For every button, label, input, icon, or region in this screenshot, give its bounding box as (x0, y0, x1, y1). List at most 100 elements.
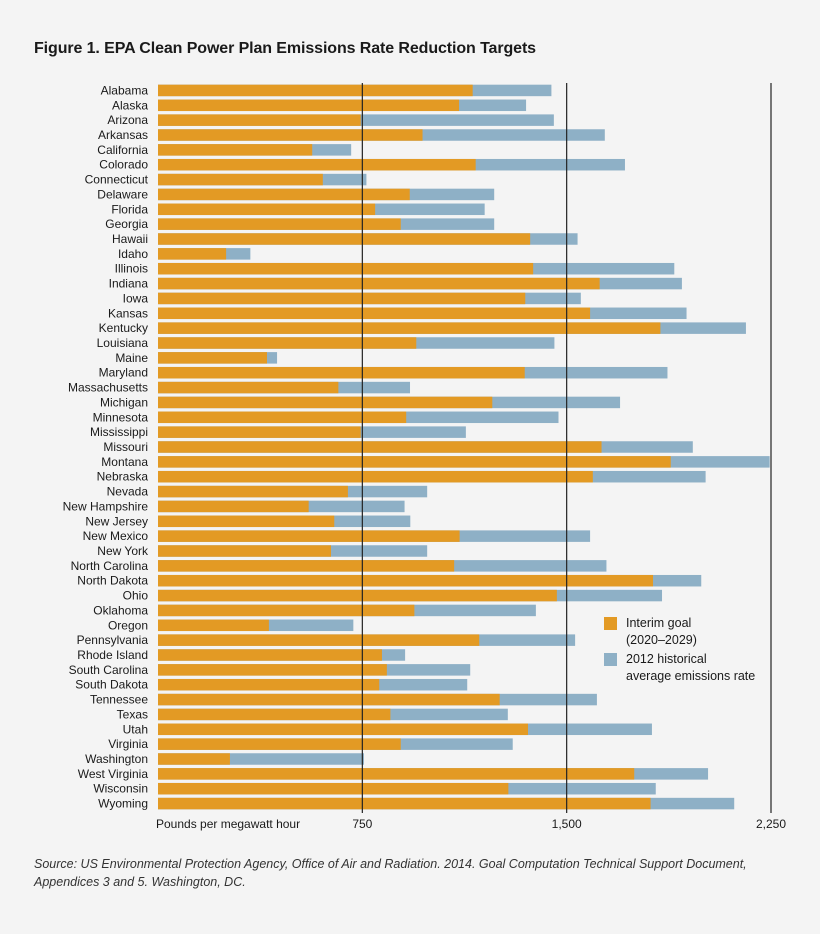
category-label: New Mexico (83, 529, 149, 543)
category-label: Florida (111, 202, 148, 216)
bar-interim (158, 530, 460, 542)
category-label: Louisiana (97, 336, 149, 350)
category-label: Connecticut (85, 173, 149, 187)
bar-interim (158, 411, 407, 424)
bar-interim (158, 664, 387, 676)
bar-interim (158, 441, 602, 453)
category-label: Colorado (99, 158, 148, 172)
bar-interim (158, 99, 460, 112)
bar-interim (158, 678, 380, 691)
bar-interim (158, 723, 528, 736)
category-label: Delaware (97, 187, 148, 201)
bar-interim (158, 144, 313, 156)
bar-interim (158, 574, 654, 587)
category-label: Texas (117, 707, 148, 721)
category-label: Alaska (112, 98, 148, 112)
legend-swatch-historical (604, 653, 617, 666)
category-label: Rhode Island (77, 648, 148, 662)
category-label: Alabama (101, 83, 149, 97)
bar-interim (158, 456, 671, 468)
x-tick-label: 1,500 (552, 817, 582, 831)
bar-chart: AlabamaAlaskaArizonaArkansasCaliforniaCo… (63, 83, 786, 831)
category-label: Nevada (107, 485, 149, 499)
legend-label-interim: Interim goal (2020–2029) (626, 616, 697, 647)
bar-interim (158, 604, 415, 617)
bar-interim (158, 114, 361, 126)
bar-interim (158, 560, 455, 572)
category-label: Kentucky (99, 321, 148, 335)
bar-interim (158, 262, 534, 275)
bar-interim (158, 322, 661, 334)
category-label: Wyoming (98, 797, 148, 811)
category-label: California (97, 143, 148, 157)
category-label: New Hampshire (63, 499, 149, 513)
category-label: Nebraska (97, 470, 149, 484)
category-label: Iowa (123, 291, 149, 305)
category-label: Pennsylvania (77, 633, 149, 647)
category-label: Michigan (100, 395, 148, 409)
category-label: New Jersey (85, 514, 148, 528)
category-label: Arizona (107, 113, 148, 127)
bar-interim (158, 768, 635, 780)
category-label: Washington (85, 752, 148, 766)
bar-interim (158, 738, 401, 750)
bar-interim (158, 366, 525, 379)
category-label: Missouri (103, 440, 148, 454)
bar-interim (158, 188, 410, 201)
category-label: New York (97, 544, 149, 558)
bar-historical (158, 753, 364, 765)
legend: Interim goal (2020–2029) 2012 historical… (604, 615, 755, 687)
legend-item-interim: Interim goal (2020–2029) (604, 615, 755, 649)
bar-interim (158, 292, 526, 305)
bar-interim (158, 708, 391, 721)
category-label: Maine (115, 351, 148, 365)
x-axis-label: Pounds per megawatt hour (156, 817, 300, 831)
bar-interim (158, 470, 593, 483)
category-label: North Dakota (77, 574, 148, 588)
category-label: Kansas (108, 306, 148, 320)
category-label: Wisconsin (93, 782, 148, 796)
bar-interim (158, 515, 335, 528)
category-label: Oklahoma (93, 603, 148, 617)
chart-title: Figure 1. EPA Clean Power Plan Emissions… (34, 40, 536, 57)
category-label: Ohio (123, 589, 149, 603)
bar-interim (158, 426, 361, 438)
bar-interim (158, 248, 227, 260)
bar-interim (158, 693, 500, 706)
category-label: Hawaii (112, 232, 148, 246)
category-label: Georgia (105, 217, 148, 231)
x-tick-label: 750 (352, 817, 372, 831)
category-label: Tennessee (90, 693, 148, 707)
legend-item-historical: 2012 historical average emissions rate (604, 651, 755, 685)
bar-interim (158, 158, 476, 171)
category-label: Arkansas (98, 128, 148, 142)
bar-interim (158, 485, 348, 498)
bar-interim (158, 649, 382, 661)
category-label: Massachusetts (68, 381, 148, 395)
category-label: North Carolina (71, 559, 149, 573)
bar-interim (158, 233, 531, 245)
bar-interim (158, 753, 230, 765)
source-note: Source: US Environmental Protection Agen… (34, 857, 747, 889)
x-tick-label: 2,250 (756, 817, 786, 831)
bar-interim (158, 218, 401, 230)
bar-interim (158, 129, 423, 141)
bar-interim (158, 634, 480, 646)
bar-interim (158, 337, 417, 349)
category-label: Oregon (108, 618, 148, 632)
bar-interim (158, 500, 309, 513)
bar-interim (158, 381, 339, 394)
bar-interim (158, 277, 600, 290)
legend-swatch-interim (604, 617, 617, 630)
bar-interim (158, 589, 557, 602)
category-label: Idaho (118, 247, 148, 261)
category-label: Utah (123, 722, 148, 736)
category-label: West Virginia (78, 767, 149, 781)
category-label: South Carolina (69, 663, 149, 677)
legend-label-historical: 2012 historical average emissions rate (626, 652, 756, 683)
bar-interim (158, 619, 269, 632)
category-label: Minnesota (93, 410, 149, 424)
category-label: Virginia (108, 737, 148, 751)
category-label: Mississippi (90, 425, 148, 439)
bar-interim (158, 797, 651, 810)
